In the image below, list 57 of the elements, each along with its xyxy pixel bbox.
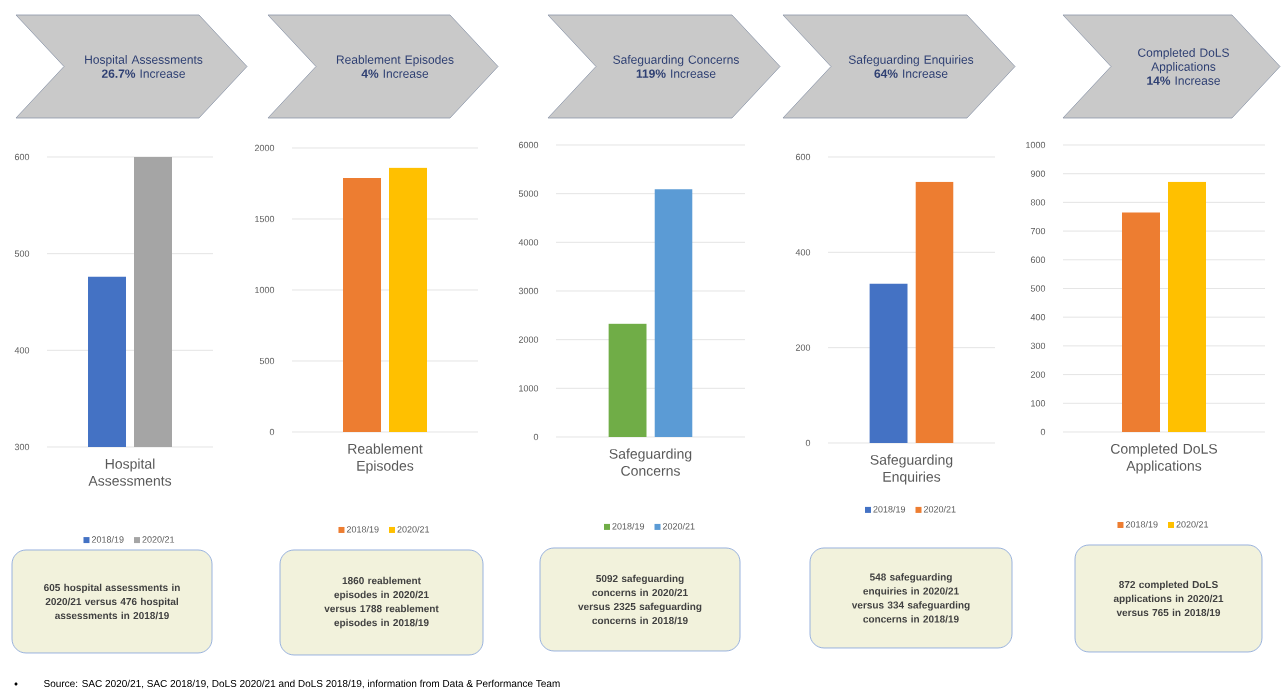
x-tick-label: Safeguarding Concerns (609, 448, 692, 477)
source-note: Source: SAC 2020/21, SAC 2018/19, DoLS 2020/21 and DoLS 2018/19, information from Data & Performance Team (44, 679, 560, 689)
y-tick-label: 600 (1030, 256, 1046, 264)
legend-label: 2018/19 (1125, 521, 1158, 528)
y-tick-label: 1000 (519, 385, 539, 392)
y-tick-label: 600 (795, 154, 811, 161)
x-tick-label: Reablement Episodes (348, 443, 423, 474)
y-tick-label: 200 (1030, 371, 1046, 378)
text: 605 hospital assessments in 2020/21 versus 476 hospital assessments in 2018/19 (44, 583, 180, 620)
y-tick-label: 500 (259, 358, 275, 365)
x-tick-label: Completed DoLS Applications (1111, 443, 1218, 474)
legend-label: 2020/21 (142, 536, 175, 543)
y-tick-label: 400 (795, 249, 811, 256)
y-tick-label: 100 (1031, 400, 1046, 407)
y-tick-label: 0 (1040, 429, 1046, 436)
y-tick-label: 700 (1030, 228, 1046, 235)
chart-title: Safeguarding Enquiries 64% Increase (848, 55, 974, 79)
y-tick-label: 1500 (255, 216, 275, 223)
y-tick-label: 400 (14, 347, 30, 354)
legend-label: 2020/21 (923, 506, 956, 513)
y-tick-label: 2000 (254, 145, 275, 152)
y-tick-label: 3000 (518, 288, 539, 295)
y-tick-label: 300 (14, 444, 30, 451)
legend-label: 2018/19 (91, 536, 124, 543)
y-tick-label: 1000 (1026, 142, 1046, 149)
y-tick-label: 4000 (518, 239, 539, 246)
y-tick-label: 200 (795, 344, 811, 352)
y-tick-label: 5000 (518, 190, 539, 198)
y-tick-label: 0 (533, 434, 539, 441)
x-tick-label: Hospital Assessments (88, 458, 172, 487)
y-tick-label: 0 (805, 440, 811, 447)
chart-title: Safeguarding Concerns 119% Increase (613, 55, 739, 79)
legend-label: 2018/19 (346, 526, 379, 533)
legend-label: 2020/21 (1176, 521, 1209, 528)
y-tick-label: 600 (14, 154, 30, 161)
y-tick-label: 0 (269, 429, 275, 436)
y-tick-label: 6000 (518, 142, 539, 149)
y-tick-label: 2000 (518, 336, 539, 344)
legend-label: 2018/19 (873, 506, 906, 513)
y-tick-label: 500 (14, 250, 30, 258)
y-tick-label: 800 (1030, 199, 1046, 206)
chart-title: Reablement Episodes 4% Increase (336, 55, 454, 79)
legend-label: 2020/21 (662, 523, 695, 530)
y-tick-label: 300 (1030, 342, 1046, 350)
chart-title: Hospital Assessments 26.7% Increase (85, 55, 203, 79)
legend-label: 2020/21 (397, 526, 430, 533)
legend-label: 2018/19 (612, 523, 645, 530)
text: 548 safeguarding enquiries in 2020/21 versus 334 safeguarding concerns in 2018/19 (851, 573, 970, 623)
text: 5092 safeguarding concerns in 2020/21 versus 2325 safeguarding concerns in 2018/19 (578, 574, 702, 625)
y-tick-label: 400 (1030, 314, 1046, 321)
y-tick-label: 500 (1030, 285, 1046, 292)
chart-title: Completed DoLS Applications 14% Increase (1138, 48, 1229, 86)
text: 872 completed DoLS applications in 2020/21 versus 765 in 2018/19 (1113, 580, 1224, 617)
y-tick-label: 900 (1030, 170, 1046, 178)
x-tick-label: Safeguarding Enquiries (870, 454, 953, 485)
text: 1860 reablement episodes in 2020/21 versus 1788 reablement episodes in 2018/19 (324, 577, 439, 629)
y-tick-label: 1000 (255, 287, 275, 294)
